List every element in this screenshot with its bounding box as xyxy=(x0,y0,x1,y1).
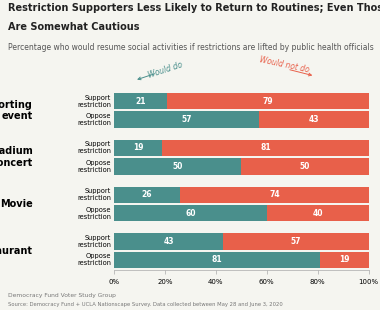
Bar xyxy=(267,205,369,221)
Text: 19: 19 xyxy=(339,255,350,264)
Text: Movie: Movie xyxy=(0,199,33,209)
Text: Restaurant: Restaurant xyxy=(0,246,33,256)
Bar xyxy=(114,252,320,268)
Bar xyxy=(114,112,259,128)
Text: 43: 43 xyxy=(163,237,174,246)
Text: Stadium
concert: Stadium concert xyxy=(0,146,33,168)
Text: 43: 43 xyxy=(309,115,319,124)
Text: 81: 81 xyxy=(212,255,222,264)
Text: Would not do: Would not do xyxy=(259,55,310,75)
Text: 50: 50 xyxy=(173,162,183,171)
Text: 81: 81 xyxy=(260,144,271,153)
Text: 74: 74 xyxy=(269,190,280,199)
Bar xyxy=(114,93,168,109)
Bar xyxy=(114,158,241,175)
Text: Percentage who would resume social activities if restrictions are lifted by publ: Percentage who would resume social activ… xyxy=(8,43,373,52)
Text: 21: 21 xyxy=(136,97,146,106)
Text: 50: 50 xyxy=(300,162,310,171)
Bar xyxy=(320,252,369,268)
Text: Restriction Supporters Less Likely to Return to Routines; Even Those Opposed: Restriction Supporters Less Likely to Re… xyxy=(8,3,380,13)
Text: 57: 57 xyxy=(291,237,301,246)
Bar xyxy=(114,205,267,221)
Text: 40: 40 xyxy=(312,209,323,218)
Text: 60: 60 xyxy=(185,209,196,218)
Text: Would do: Would do xyxy=(146,61,184,80)
Text: 79: 79 xyxy=(263,97,273,106)
Bar xyxy=(114,140,162,156)
Bar xyxy=(241,158,369,175)
Bar xyxy=(223,233,369,250)
Bar xyxy=(259,112,369,128)
Text: Democracy Fund Voter Study Group: Democracy Fund Voter Study Group xyxy=(8,293,116,298)
Text: 57: 57 xyxy=(181,115,192,124)
Text: 19: 19 xyxy=(133,144,143,153)
Bar xyxy=(114,233,223,250)
Bar xyxy=(162,140,369,156)
Bar xyxy=(180,187,369,203)
Bar xyxy=(114,187,180,203)
Text: Sporting
event: Sporting event xyxy=(0,100,33,121)
Bar xyxy=(168,93,369,109)
Text: 26: 26 xyxy=(142,190,152,199)
Text: Source: Democracy Fund + UCLA Nationscape Survey. Data collected between May 28 : Source: Democracy Fund + UCLA Nationscap… xyxy=(8,302,282,307)
Text: Are Somewhat Cautious: Are Somewhat Cautious xyxy=(8,22,139,32)
